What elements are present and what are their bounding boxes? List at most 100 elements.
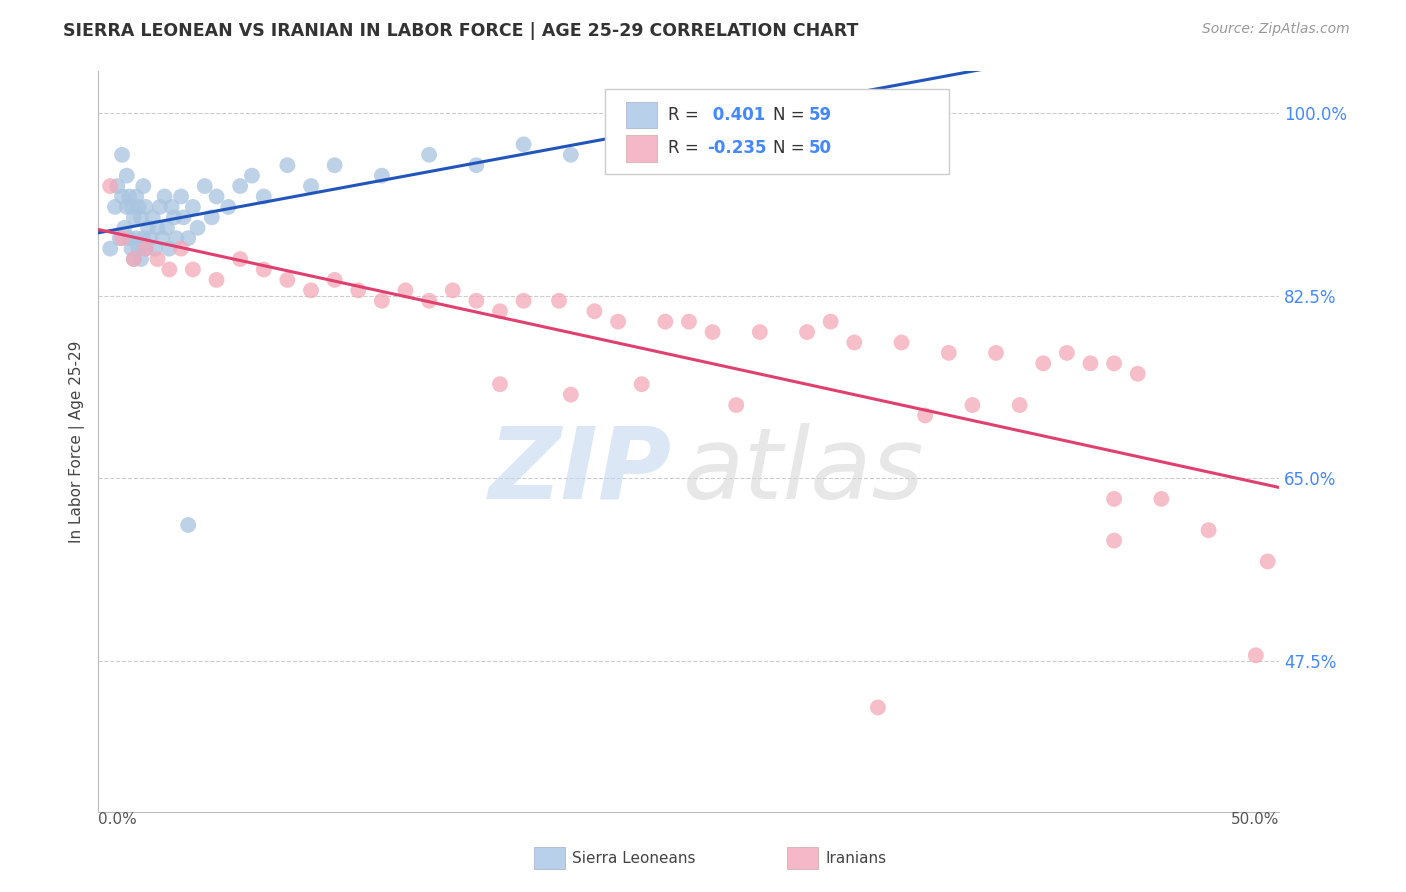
Point <box>702 325 724 339</box>
Text: N =: N = <box>773 106 810 124</box>
Point <box>253 189 276 203</box>
Point <box>229 179 252 194</box>
Point <box>253 262 276 277</box>
Point <box>128 200 150 214</box>
Point <box>984 346 1007 360</box>
Point <box>122 252 145 266</box>
Point <box>181 262 204 277</box>
Point <box>157 242 180 256</box>
Point <box>98 179 121 194</box>
Point <box>914 409 936 423</box>
Point <box>170 189 193 203</box>
Point <box>150 231 173 245</box>
Text: atlas: atlas <box>683 423 925 520</box>
Point <box>1102 491 1125 506</box>
Point <box>1102 356 1125 370</box>
Point <box>135 242 157 256</box>
Point <box>165 231 187 245</box>
Point <box>1244 648 1267 663</box>
Point <box>118 189 141 203</box>
Text: 50.0%: 50.0% <box>1232 812 1279 827</box>
Point <box>1257 554 1279 568</box>
Point <box>548 293 571 308</box>
Point <box>205 273 228 287</box>
Point <box>98 242 121 256</box>
Point <box>135 200 157 214</box>
Point <box>181 200 204 214</box>
Point <box>748 325 770 339</box>
Point <box>1198 523 1220 537</box>
Point <box>962 398 984 412</box>
Point <box>630 377 652 392</box>
Point <box>115 200 138 214</box>
Point <box>607 315 630 329</box>
Point <box>160 200 183 214</box>
Point <box>122 211 145 225</box>
Point <box>465 158 488 172</box>
Point <box>157 262 180 277</box>
Point <box>299 179 322 194</box>
Point <box>205 189 228 203</box>
Point <box>1080 356 1102 370</box>
Point <box>347 283 370 297</box>
Point <box>489 377 512 392</box>
Point <box>820 315 842 329</box>
Point <box>512 293 534 308</box>
Point <box>240 169 263 183</box>
Point <box>146 220 169 235</box>
Point <box>153 189 176 203</box>
Point <box>678 315 700 329</box>
Text: R =: R = <box>668 139 704 157</box>
Point <box>796 325 818 339</box>
Text: 0.401: 0.401 <box>707 106 765 124</box>
Point <box>177 231 200 245</box>
Text: Source: ZipAtlas.com: Source: ZipAtlas.com <box>1202 22 1350 37</box>
Point <box>139 231 162 245</box>
Point <box>938 346 960 360</box>
Point <box>607 137 630 152</box>
Point <box>125 231 148 245</box>
Point <box>217 200 239 214</box>
Point <box>146 252 169 266</box>
Point <box>323 158 346 172</box>
Point <box>112 220 135 235</box>
Point <box>115 169 138 183</box>
Point <box>441 283 464 297</box>
Point <box>371 293 394 308</box>
Point <box>118 231 141 245</box>
Point <box>187 220 209 235</box>
Point <box>1102 533 1125 548</box>
Point <box>512 137 534 152</box>
Point <box>111 189 134 203</box>
Point <box>132 231 155 245</box>
Point <box>654 315 676 329</box>
Text: -0.235: -0.235 <box>707 139 766 157</box>
Text: R =: R = <box>668 106 704 124</box>
Point <box>121 200 143 214</box>
Point <box>229 252 252 266</box>
Point <box>132 179 155 194</box>
Point <box>1150 491 1173 506</box>
Point <box>136 220 159 235</box>
Point <box>890 335 912 350</box>
Point <box>122 252 145 266</box>
Point <box>1008 398 1031 412</box>
Point <box>125 189 148 203</box>
Point <box>583 304 606 318</box>
Point <box>276 158 298 172</box>
Point <box>121 242 143 256</box>
Text: 59: 59 <box>808 106 831 124</box>
Point <box>149 200 172 214</box>
Point <box>170 242 193 256</box>
Point <box>201 211 224 225</box>
Point <box>299 283 322 297</box>
Point <box>465 293 488 308</box>
Point <box>560 148 582 162</box>
Point <box>276 273 298 287</box>
Point <box>128 242 150 256</box>
Point <box>725 398 748 412</box>
Point <box>194 179 217 194</box>
Point <box>1032 356 1054 370</box>
Y-axis label: In Labor Force | Age 25-29: In Labor Force | Age 25-29 <box>69 341 84 542</box>
Point <box>1056 346 1078 360</box>
